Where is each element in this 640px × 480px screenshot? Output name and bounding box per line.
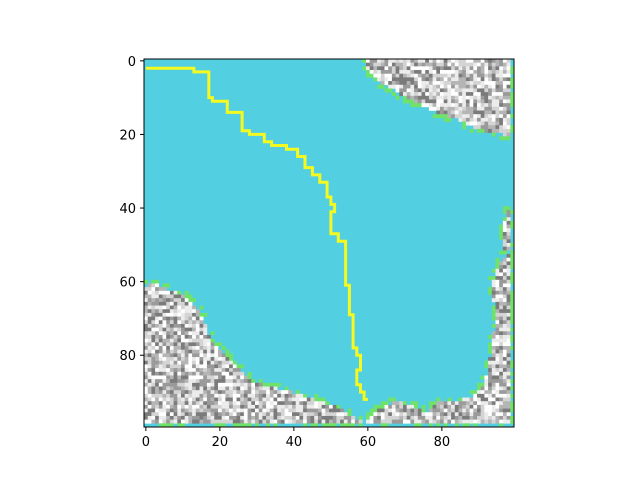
- x-tick-label: 0: [142, 435, 150, 450]
- path-layer: [145, 66, 368, 401]
- plot-frame: [143, 58, 515, 428]
- x-tick-label: 60: [360, 435, 377, 450]
- x-axis: 0 20 40 60 80: [142, 427, 450, 450]
- path-line: [145, 66, 368, 401]
- y-tick-label: 0: [128, 55, 136, 70]
- terrain-layer: [144, 59, 514, 427]
- y-tick-label: 60: [119, 276, 136, 291]
- y-tick-label: 20: [119, 128, 136, 143]
- x-tick-label: 40: [286, 435, 303, 450]
- y-tick-label: 40: [119, 202, 136, 217]
- y-axis: 0 20 40 60 80: [119, 55, 144, 364]
- y-tick-label: 80: [119, 349, 136, 364]
- x-tick-label: 20: [212, 435, 229, 450]
- x-tick-label: 80: [434, 435, 451, 450]
